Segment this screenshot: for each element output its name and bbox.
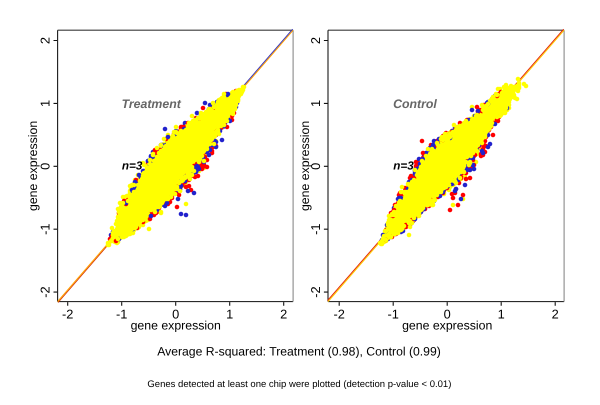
svg-text:n=3: n=3 — [122, 160, 143, 173]
svg-text:-1: -1 — [308, 224, 323, 235]
svg-text:Average R-squared: Treatment (: Average R-squared: Treatment (0.98), Con… — [157, 344, 441, 358]
svg-text:Treatment: Treatment — [122, 97, 182, 111]
svg-text:0: 0 — [444, 307, 451, 322]
svg-text:0: 0 — [308, 163, 323, 170]
svg-text:gene expression: gene expression — [26, 121, 40, 211]
svg-text:2: 2 — [280, 307, 287, 322]
svg-text:Genes detected at least one ch: Genes detected at least one chip were pl… — [147, 379, 451, 390]
svg-text:0: 0 — [38, 163, 53, 170]
svg-text:gene expression: gene expression — [402, 319, 492, 333]
svg-text:gene expression: gene expression — [131, 319, 221, 333]
svg-text:-2: -2 — [62, 307, 73, 322]
svg-text:-1: -1 — [388, 307, 399, 322]
svg-text:-1: -1 — [116, 307, 127, 322]
svg-text:Control: Control — [393, 97, 437, 111]
svg-text:n=3: n=3 — [393, 160, 414, 173]
svg-text:-2: -2 — [308, 286, 323, 297]
svg-text:1: 1 — [38, 100, 53, 107]
svg-text:1: 1 — [308, 100, 323, 107]
svg-text:1: 1 — [226, 307, 233, 322]
svg-text:gene expression: gene expression — [298, 121, 312, 211]
svg-text:1: 1 — [498, 307, 505, 322]
svg-text:2: 2 — [38, 37, 53, 44]
svg-text:-2: -2 — [38, 286, 53, 297]
svg-text:2: 2 — [308, 37, 323, 44]
svg-text:-2: -2 — [334, 307, 345, 322]
svg-text:2: 2 — [552, 307, 559, 322]
svg-text:-1: -1 — [38, 224, 53, 235]
svg-text:0: 0 — [172, 307, 179, 322]
